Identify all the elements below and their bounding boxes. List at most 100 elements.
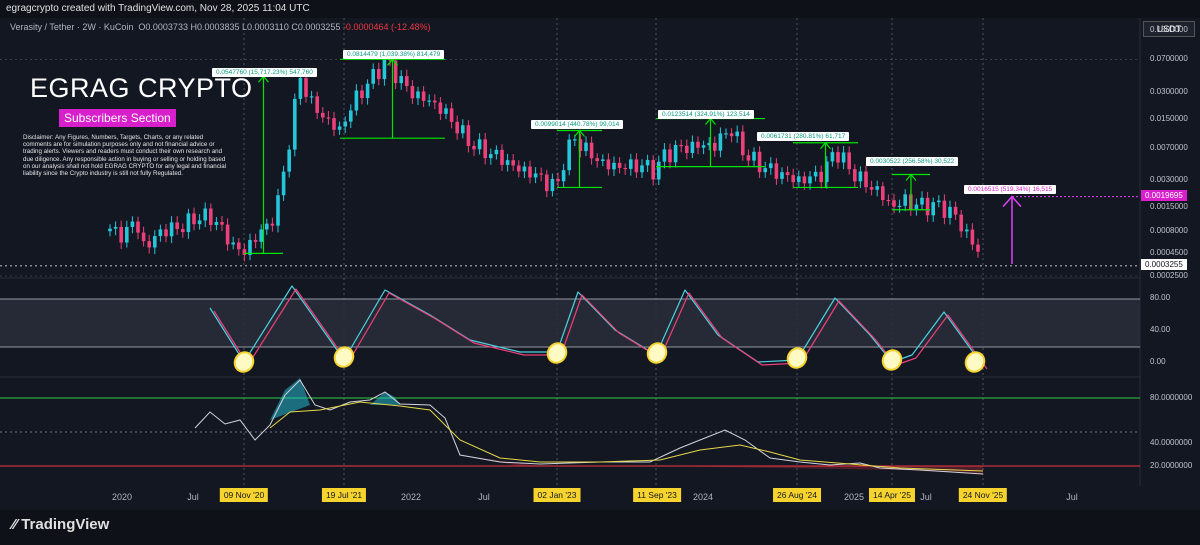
candle-body <box>108 228 112 232</box>
candle-body <box>158 229 163 237</box>
candle-body <box>813 171 818 177</box>
candle-body <box>253 239 258 242</box>
candle-body <box>270 223 275 226</box>
tv-logo-text: TradingView <box>21 516 110 533</box>
candle-body <box>298 77 303 99</box>
candle-body <box>808 176 812 184</box>
candle-body <box>623 167 627 170</box>
candle-body <box>578 139 583 152</box>
candle-body <box>371 69 375 84</box>
indicator-bear-fill <box>460 455 983 474</box>
candle-body <box>545 174 549 192</box>
date-highlight-label: 02 Jan '23 <box>533 488 581 502</box>
candle-body <box>466 125 471 146</box>
candle-body <box>136 221 140 233</box>
credit-text: egragcrypto created with TradingView.com… <box>6 3 310 14</box>
candle-body <box>209 208 213 226</box>
indicator-bull-fill <box>270 378 310 420</box>
price-axis-label: 0.0002500 <box>1150 271 1188 280</box>
candle-body <box>561 170 566 182</box>
currency-button[interactable]: USDT <box>1143 21 1195 37</box>
indicator-line <box>194 379 984 475</box>
date-highlight-label: 14 Apr '25 <box>868 488 916 502</box>
candle-body <box>483 139 487 159</box>
price-axis-label: 0.0700000 <box>1150 54 1188 64</box>
footer-bar <box>0 510 1200 545</box>
candle-body <box>606 159 611 170</box>
time-axis-label: 2025 <box>843 492 865 502</box>
candle-body <box>225 224 230 245</box>
candle-body <box>119 226 123 243</box>
symbol-line[interactable]: Verasity / Tether · 2W · KuCoin O0.00037… <box>10 22 431 32</box>
candle-body <box>354 90 359 111</box>
candle-body <box>651 159 655 180</box>
candle-body <box>489 154 493 159</box>
measure-arrow <box>820 141 831 150</box>
candle-body <box>858 171 863 182</box>
candle-body <box>377 69 381 80</box>
candle-body <box>685 145 689 153</box>
candle-body <box>259 229 263 242</box>
measure-label: 0.0061731 (280.81%) 61,717 <box>757 132 850 141</box>
price-axis-label: 0.0150000 <box>1150 113 1188 123</box>
candle-body <box>433 100 437 103</box>
target-price-tag: 0.0019695 <box>1141 189 1187 201</box>
candle-body <box>797 176 801 183</box>
candle-body <box>589 142 594 159</box>
candle-body <box>349 110 353 122</box>
rsi-axis-label: 80.00 <box>1150 293 1171 302</box>
candle-body <box>640 165 644 173</box>
candle-body <box>399 76 403 84</box>
measure-label: 0.0030522 (256.58%) 30,522 <box>866 157 959 166</box>
date-highlight-label: 26 Aug '24 <box>773 488 821 502</box>
candle-body <box>657 161 661 180</box>
candle-body <box>343 121 347 127</box>
candle-body <box>181 229 185 233</box>
candle-body <box>965 229 969 232</box>
tradingview-logo[interactable]: ⁄⁄ TradingView <box>12 516 109 533</box>
candle-body <box>869 187 874 190</box>
candle-body <box>914 204 919 210</box>
candle-body <box>903 194 907 206</box>
candle-body <box>321 112 325 118</box>
oversold-circle <box>546 342 568 364</box>
date-highlight-label: 24 Nov '25 <box>958 488 1008 502</box>
oversold-circle <box>233 351 255 373</box>
indicator-axis-label: 80.0000000 <box>1150 393 1193 402</box>
candle-body <box>713 142 717 151</box>
date-highlight-label: 11 Sep '23 <box>633 488 681 502</box>
candle-body <box>757 151 762 173</box>
oversold-circle <box>964 351 986 373</box>
candle-body <box>281 171 286 196</box>
time-axis-label: 2024 <box>692 492 714 502</box>
candle-body <box>830 152 835 162</box>
candle-body <box>539 173 543 175</box>
time-axis-label: Jul <box>920 492 932 502</box>
candle-body <box>248 239 252 255</box>
candle-body <box>763 168 767 173</box>
candle-body <box>696 141 700 148</box>
symbol-title: Verasity / Tether · 2W · KuCoin <box>10 22 134 32</box>
candle-body <box>668 149 672 163</box>
candle-body <box>752 151 756 161</box>
candle-body <box>673 145 678 163</box>
candle-body <box>679 145 683 147</box>
time-axis-label: Jul <box>1066 492 1078 502</box>
candle-body <box>522 166 527 172</box>
candle-body <box>662 149 667 162</box>
candle-body <box>147 241 151 248</box>
candle-body <box>237 242 241 250</box>
candle-body <box>881 186 885 200</box>
candle-body <box>925 197 930 216</box>
time-axis-label: 2022 <box>400 492 422 502</box>
candle-body <box>617 162 622 168</box>
candle-body <box>533 173 538 178</box>
measure-label: 0.0814479 (1,039.38%) 814,479 <box>343 50 445 59</box>
candle-body <box>735 131 739 137</box>
candle-body <box>937 200 941 203</box>
measure-label: 0.0099014 (440.78%) 99,014 <box>531 120 624 129</box>
candle-body <box>175 222 179 230</box>
candle-body <box>847 152 851 170</box>
candle-body <box>186 213 191 233</box>
